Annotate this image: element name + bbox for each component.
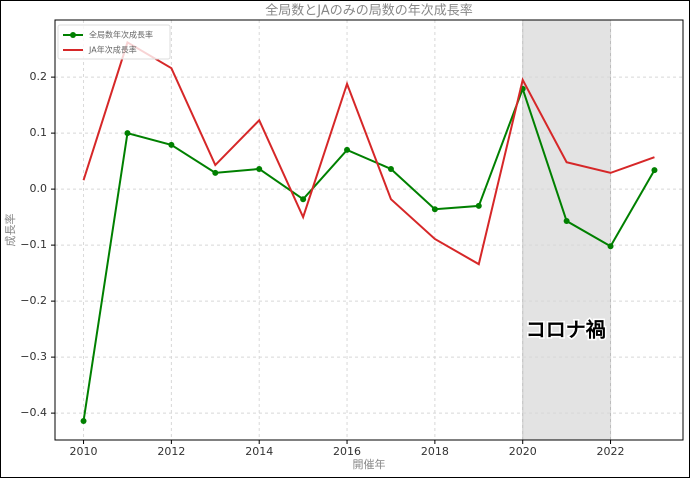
- marker: [300, 196, 307, 203]
- x-tick-label: 2018: [421, 445, 449, 458]
- line: [82, 85, 656, 422]
- x-tick-label: 2016: [333, 445, 361, 458]
- shaded-span: [522, 19, 612, 441]
- x-tick-label: 2012: [157, 445, 185, 458]
- x-tick-label: 2022: [597, 445, 625, 458]
- marker: [80, 417, 87, 424]
- marker: [431, 206, 438, 213]
- marker: [256, 165, 263, 172]
- y-tick-label: 0.1: [30, 126, 48, 139]
- chart-title: 全局数とJAのみの局数の年次成長率: [265, 3, 473, 19]
- legend-marker: [70, 32, 76, 38]
- marker: [607, 243, 614, 250]
- y-tick-label: −0.2: [20, 294, 47, 307]
- marker: [651, 167, 658, 174]
- x-tick-label: 2014: [245, 445, 273, 458]
- legend-label: 全局数年次成長率: [89, 30, 153, 40]
- marker: [168, 141, 175, 148]
- y-axis-label: 成長率: [3, 214, 17, 247]
- marker: [124, 130, 131, 137]
- y-tick-label: 0.2: [30, 70, 48, 83]
- line: [82, 40, 655, 266]
- marker: [563, 218, 570, 225]
- marker: [344, 146, 351, 153]
- marker: [475, 202, 482, 209]
- plot-frame: [54, 19, 684, 441]
- x-axis-label: 開催年: [353, 457, 386, 471]
- annotation: コロナ禍: [526, 318, 606, 342]
- legend-label: JA年次成長率: [88, 45, 137, 55]
- y-tick-label: −0.1: [20, 238, 47, 251]
- x-tick-label: 2020: [509, 445, 537, 458]
- marker: [212, 169, 219, 176]
- y-tick-label: −0.4: [20, 406, 47, 419]
- x-tick-label: 2010: [70, 445, 98, 458]
- legend-box: [57, 24, 171, 60]
- y-tick-label: 0.0: [30, 182, 48, 195]
- y-tick-label: −0.3: [20, 350, 47, 363]
- marker: [387, 165, 394, 172]
